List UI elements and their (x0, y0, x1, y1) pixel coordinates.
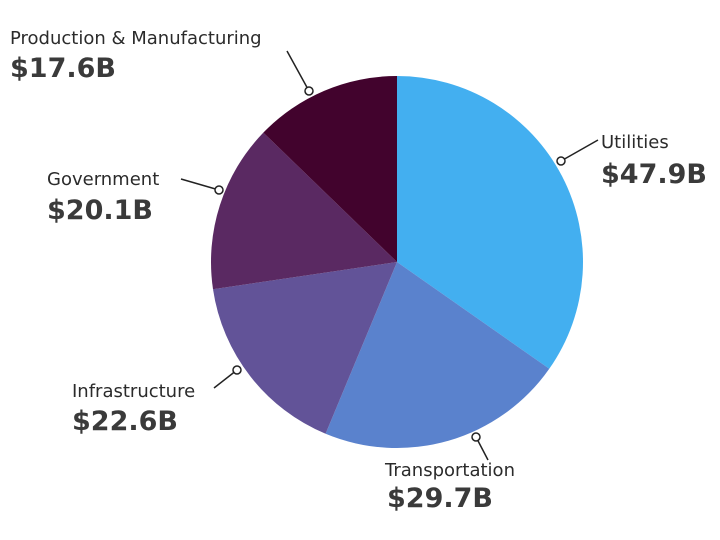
slice-label-production-and-manufacturing: Production & Manufacturing $17.6B (10, 28, 314, 96)
slice-name-label: Infrastructure (72, 381, 195, 402)
leader-dot (232, 365, 242, 375)
slice-value-label: $47.9B (601, 159, 707, 190)
slice-label-government: Government $20.1B (47, 169, 224, 226)
leader-line (213, 369, 238, 389)
leader-dot (471, 432, 481, 442)
pie-slice-utilities (397, 76, 583, 369)
slice-name-label: Government (47, 169, 159, 190)
pie-slice-transportation (325, 262, 550, 448)
slice-value-label: $20.1B (47, 195, 153, 226)
slice-name-label: Transportation (384, 460, 515, 481)
leader-dot (214, 185, 224, 195)
slice-label-infrastructure: Infrastructure $22.6B (72, 365, 242, 437)
pie-slice-government (211, 132, 397, 290)
leader-dot (304, 86, 314, 96)
slice-value-label: $29.7B (387, 483, 493, 514)
slice-value-label: $17.6B (10, 53, 116, 84)
slice-name-label: Production & Manufacturing (10, 28, 262, 49)
pie-slice-infrastructure (213, 262, 397, 434)
leader-line (560, 139, 599, 162)
slice-value-label: $22.6B (72, 406, 178, 437)
leader-dot (556, 156, 566, 166)
leader-line (286, 50, 310, 92)
slice-name-label: Utilities (601, 132, 669, 153)
pie-slice-production-and-manufacturing (263, 76, 397, 262)
leader-line (180, 178, 220, 191)
slice-label-transportation: Transportation$29.7B (384, 432, 515, 514)
slice-label-utilities: Utilities $47.9B (556, 132, 707, 190)
